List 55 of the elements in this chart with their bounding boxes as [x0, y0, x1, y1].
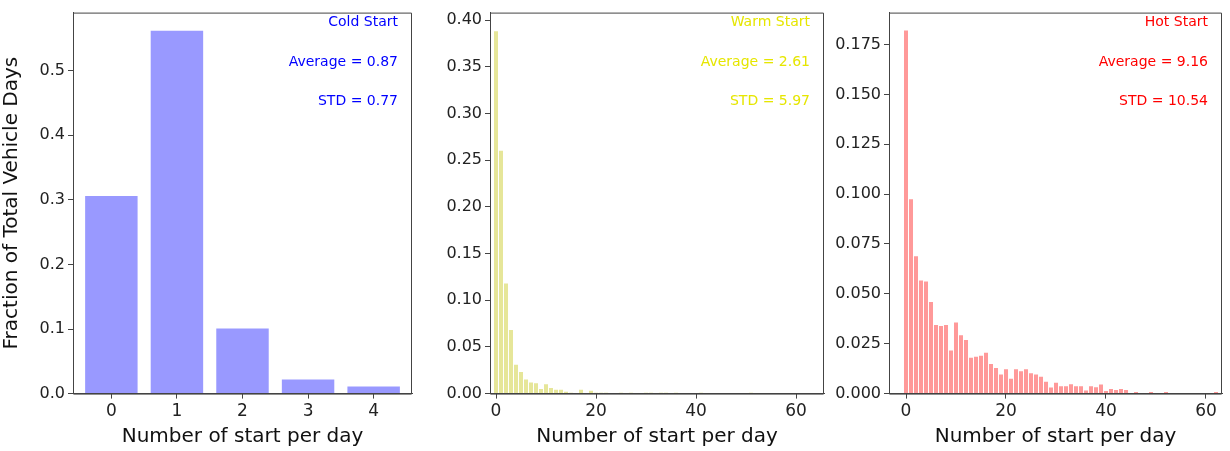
bar — [281, 379, 335, 394]
y-tick-label: 0.100 — [835, 183, 881, 203]
y-tick-label: 0.25 — [446, 149, 482, 169]
x-tick-label: 2 — [237, 400, 248, 421]
y-tick-label: 0.150 — [835, 83, 881, 103]
y-tick-label: 0.3 — [39, 189, 65, 209]
y-axis-title: Fraction of Total Vehicle Days — [0, 56, 23, 350]
x-tick-label: 1 — [171, 400, 183, 421]
y-tick-label: 0.05 — [446, 336, 482, 356]
y-tick-label: 0.0 — [39, 382, 65, 402]
chart-title: Warm Start — [730, 13, 811, 30]
bar — [85, 196, 138, 394]
y-tick-label: 0.35 — [446, 55, 482, 75]
y-tick-label: 0.20 — [446, 195, 482, 215]
x-axis-title: Number of start per day — [121, 423, 364, 448]
chart-title: Cold Start — [328, 13, 399, 30]
chart-title: Hot Start — [1144, 13, 1209, 30]
y-tick-label: 0.075 — [835, 233, 881, 253]
x-tick-label: 20 — [995, 400, 1017, 421]
annotation: Average = 0.87 — [288, 52, 398, 69]
x-tick-label: 3 — [302, 400, 314, 421]
y-tick-label: 0.5 — [39, 59, 65, 79]
annotation: Average = 9.16 — [1098, 52, 1209, 69]
x-axis-title: Number of start per day — [934, 423, 1177, 448]
y-tick-label: 0.15 — [446, 242, 482, 262]
x-tick-label: 0 — [900, 400, 912, 421]
bar — [347, 386, 400, 394]
x-tick-label: 40 — [1095, 400, 1117, 421]
x-tick-label: 4 — [368, 400, 380, 421]
annotation: STD = 10.54 — [1119, 92, 1209, 109]
x-tick-label: 0 — [105, 400, 117, 421]
y-tick-label: 0.025 — [835, 332, 881, 352]
x-tick-label: 0 — [490, 400, 502, 421]
annotation: STD = 5.97 — [729, 92, 810, 109]
y-tick-label: 0.4 — [39, 124, 65, 144]
y-tick-label: 0.2 — [39, 253, 65, 273]
y-tick-label: 0.1 — [39, 318, 65, 338]
x-axis-title: Number of start per day — [536, 423, 778, 448]
annotation: STD = 0.77 — [317, 92, 398, 109]
x-tick-label: 40 — [685, 400, 707, 421]
y-tick-label: 0.050 — [835, 283, 881, 303]
y-tick-label: 0.30 — [446, 102, 482, 122]
y-tick-label: 0.000 — [835, 382, 881, 402]
y-tick-label: 0.175 — [835, 33, 881, 53]
x-tick-label: 60 — [785, 400, 807, 421]
bar — [150, 30, 204, 394]
annotation: Average = 2.61 — [700, 52, 810, 69]
x-tick-label: 60 — [1195, 400, 1217, 421]
x-tick-label: 20 — [585, 400, 607, 421]
y-tick-label: 0.10 — [446, 289, 482, 309]
y-tick-label: 0.40 — [446, 9, 482, 29]
bar — [579, 389, 583, 394]
y-tick-label: 0.00 — [446, 382, 482, 402]
bar — [216, 328, 269, 394]
y-tick-label: 0.125 — [835, 133, 881, 153]
